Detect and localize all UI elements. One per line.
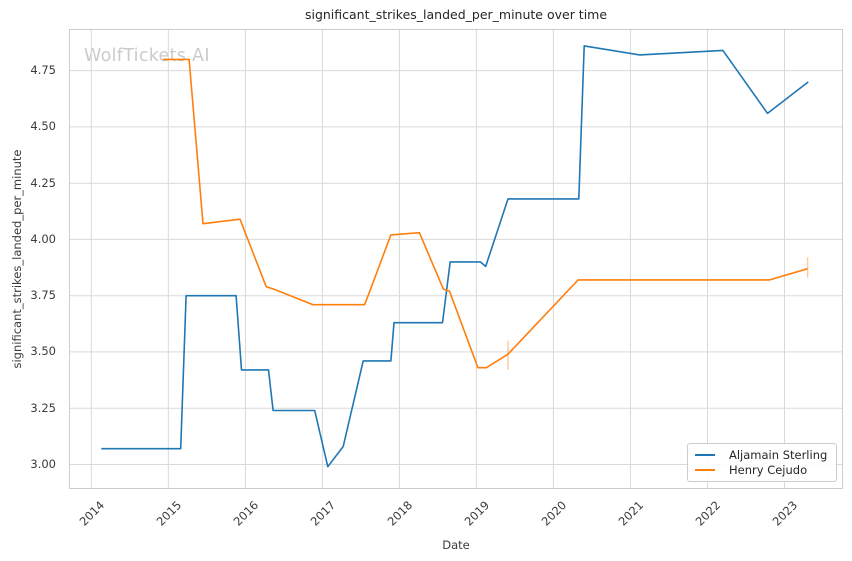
legend-label: Henry Cejudo <box>729 463 808 478</box>
legend-item-cejudo: Henry Cejudo <box>688 463 836 477</box>
y-tick-label: 4.25 <box>30 175 56 190</box>
x-tick-label: 2014 <box>76 498 108 529</box>
series-line <box>101 45 809 468</box>
plot-border <box>69 29 843 489</box>
x-tick-label: 2018 <box>384 498 416 529</box>
y-axis-label: significant_strikes_landed_per_minute <box>10 149 24 369</box>
x-tick-label: 2019 <box>461 498 493 529</box>
x-tick-label: 2015 <box>153 498 185 529</box>
line-chart-canvas <box>69 29 843 489</box>
chart-title: significant_strikes_landed_per_minute ov… <box>304 7 608 22</box>
x-tick-label: 2016 <box>230 498 262 529</box>
x-tick-label: 2021 <box>615 498 647 529</box>
legend-item-sterling: Aljamain Sterling <box>688 448 836 462</box>
y-tick-label: 4.50 <box>30 119 56 134</box>
x-tick-label: 2017 <box>307 498 339 529</box>
x-tick-label: 2023 <box>769 498 801 529</box>
y-tick-label: 3.25 <box>30 400 56 415</box>
legend-swatch-blue-line <box>695 453 715 456</box>
x-tick-label: 2020 <box>538 498 570 529</box>
legend-label: Aljamain Sterling <box>729 447 828 462</box>
legend-swatch-orange-line <box>695 469 715 472</box>
y-tick-label: 3.50 <box>30 344 56 359</box>
y-tick-label: 3.75 <box>30 288 56 303</box>
legend: Aljamain Sterling Henry Cejudo <box>687 443 837 482</box>
y-tick-label: 4.75 <box>30 63 56 78</box>
y-tick-label: 3.00 <box>30 456 56 471</box>
y-tick-label: 4.00 <box>30 231 56 246</box>
plot-area <box>69 29 843 489</box>
series-line <box>163 58 808 369</box>
watermark: WolfTickets.AI <box>84 46 210 66</box>
x-tick-label: 2022 <box>692 498 724 529</box>
x-axis-label: Date <box>442 538 470 552</box>
